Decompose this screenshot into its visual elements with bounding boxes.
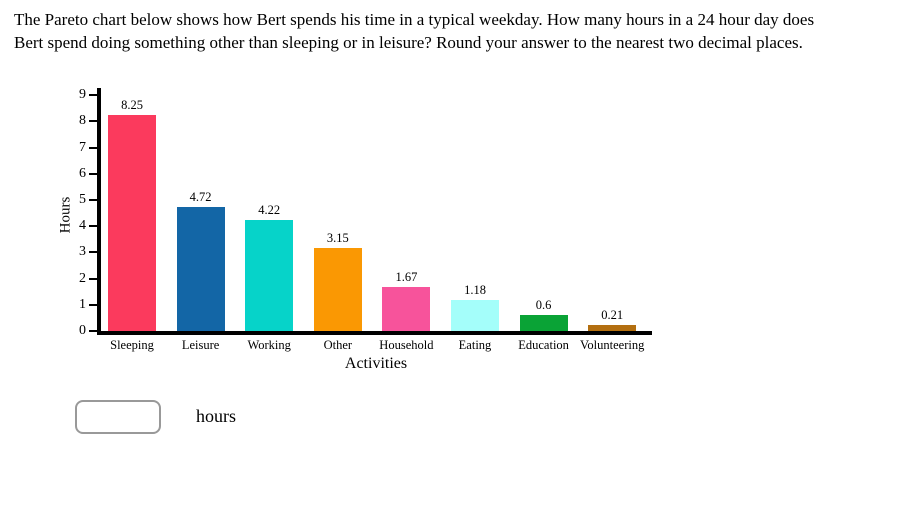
- y-axis-line: [97, 88, 101, 335]
- question-line-2: Bert spend doing something other than sl…: [14, 33, 803, 52]
- bar-sleeping: [108, 114, 156, 331]
- bar-eating: [451, 300, 499, 331]
- bar-value-label-leisure: 4.72: [189, 190, 212, 205]
- bar-household: [382, 287, 431, 331]
- x-tick-label-sleeping: Sleeping: [110, 338, 154, 352]
- y-tick-mark-5: [89, 199, 97, 201]
- x-tick-label-education: Education: [518, 338, 569, 352]
- y-tick-mark-4: [89, 225, 97, 228]
- x-tick-label-working: Working: [247, 338, 291, 352]
- y-tick-label-3: 3: [79, 244, 86, 260]
- question-line-1: The Pareto chart below shows how Bert sp…: [14, 10, 815, 29]
- x-tick-label-leisure: Leisure: [181, 338, 220, 352]
- y-tick-label-8: 8: [79, 113, 86, 129]
- bar-working: [245, 220, 294, 331]
- x-tick-label-other: Other: [323, 338, 353, 352]
- bar-value-label-household: 1.67: [395, 270, 418, 285]
- x-tick-label-volunteering: Volunteering: [580, 338, 645, 352]
- bar-value-label-education: 0.6: [535, 298, 552, 313]
- x-axis-line: [97, 331, 652, 335]
- y-tick-mark-1: [89, 303, 97, 306]
- y-tick-mark-6: [89, 172, 97, 175]
- x-axis-title: Activities: [344, 355, 408, 372]
- y-tick-label-1: 1: [79, 296, 86, 312]
- y-tick-label-2: 2: [79, 270, 86, 286]
- x-tick-label-household: Household: [379, 338, 434, 352]
- y-tick-label-9: 9: [79, 87, 86, 103]
- y-tick-mark-8: [89, 120, 97, 123]
- bar-volunteering: [588, 325, 637, 331]
- bar-other: [313, 248, 362, 331]
- bar-leisure: [176, 207, 225, 331]
- answer-input[interactable]: [75, 400, 161, 434]
- y-tick-mark-7: [89, 146, 97, 149]
- x-tick-label-eating: Eating: [458, 338, 492, 352]
- question-text: The Pareto chart below shows how Bert sp…: [14, 8, 900, 54]
- y-tick-mark-0: [89, 330, 97, 332]
- bar-value-label-sleeping: 8.25: [121, 97, 143, 112]
- bar-value-label-eating: 1.18: [464, 283, 486, 298]
- y-tick-label-6: 6: [79, 165, 86, 181]
- bar-education: [519, 315, 568, 331]
- y-tick-mark-2: [89, 277, 97, 280]
- y-tick-label-7: 7: [79, 139, 86, 155]
- bar-value-label-other: 3.15: [326, 231, 349, 246]
- bar-value-label-working: 4.22: [258, 203, 281, 218]
- y-tick-label-0: 0: [79, 323, 86, 338]
- answer-unit-label: hours: [196, 406, 236, 426]
- y-tick-label-4: 4: [79, 218, 86, 234]
- y-tick-mark-9: [89, 94, 97, 97]
- bar-value-label-volunteering: 0.21: [601, 308, 624, 323]
- y-tick-mark-3: [89, 251, 97, 254]
- y-tick-label-5: 5: [79, 192, 86, 207]
